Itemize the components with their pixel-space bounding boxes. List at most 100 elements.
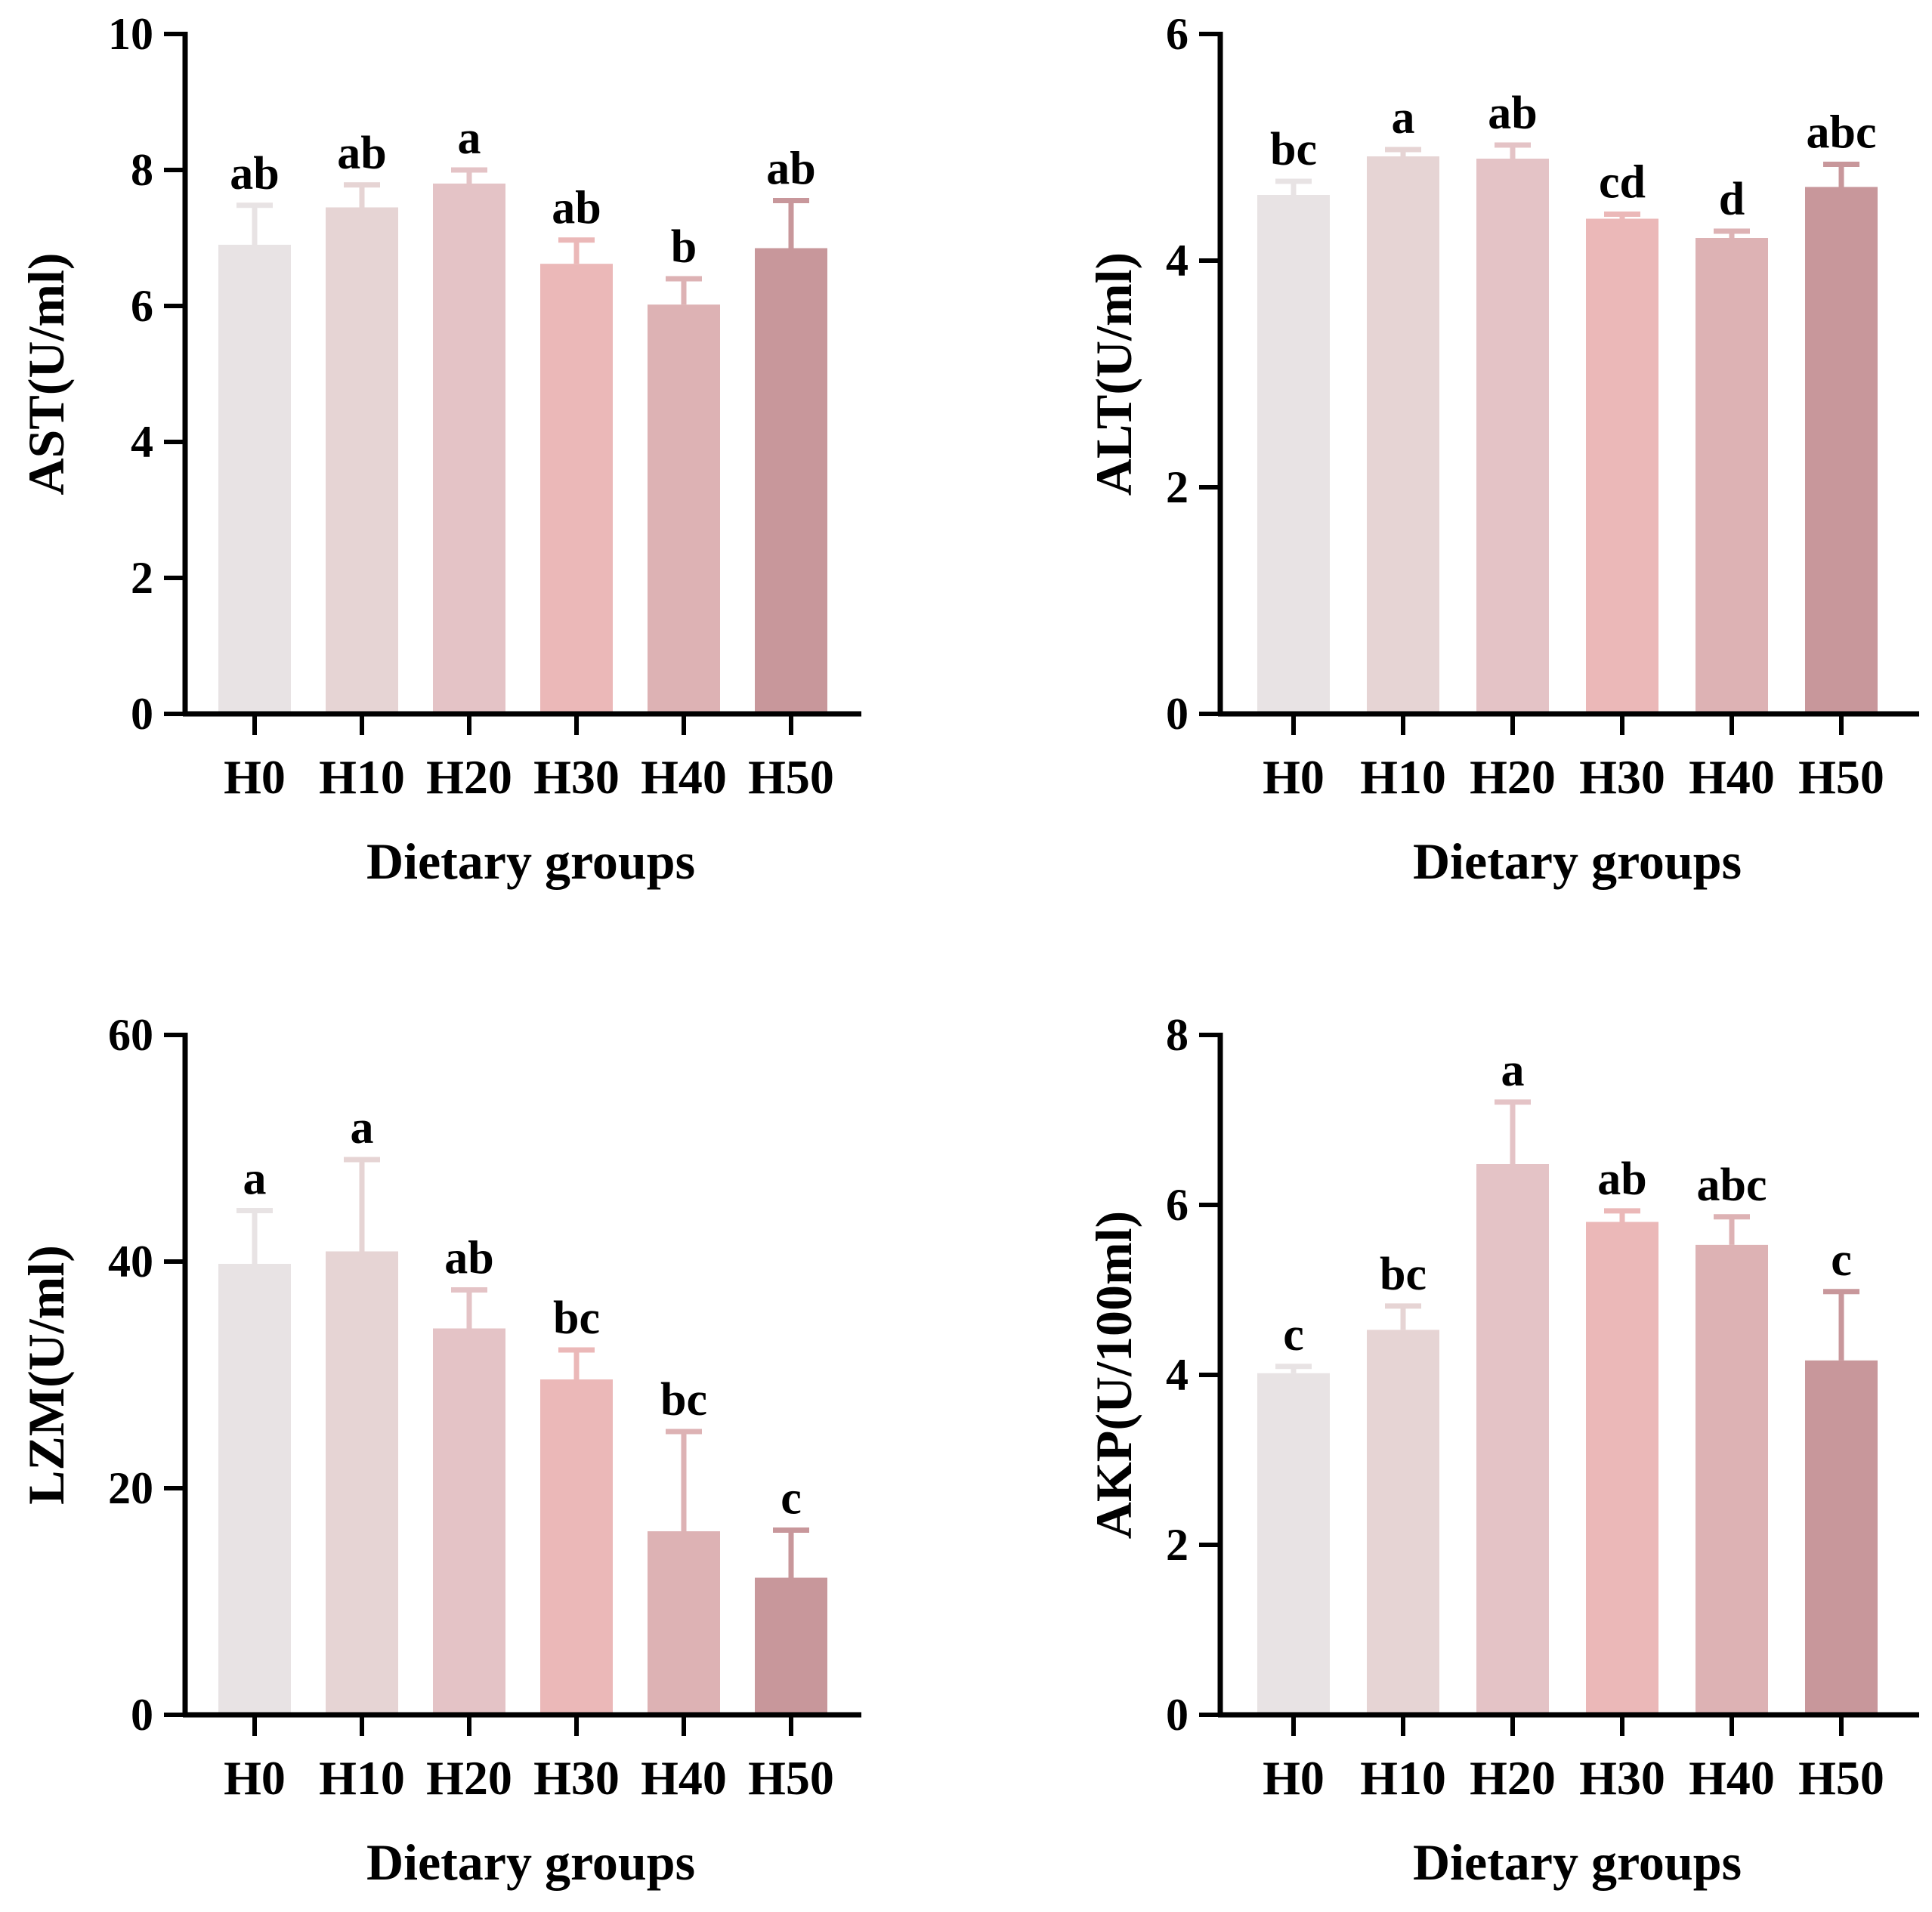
significance-label: c: [1283, 1309, 1304, 1361]
significance-label: c: [781, 1473, 802, 1524]
bar-h0: [218, 1264, 291, 1715]
bar-h10: [326, 207, 398, 714]
significance-label: bc: [660, 1374, 707, 1426]
y-tick-label: 6: [1166, 9, 1189, 59]
chart-panel-lzm: a H0 a H10 ab H20 bc H30 bc H40 c H50 0 20 40 60 Dietary…: [17, 1010, 861, 1891]
y-tick-label: 8: [131, 145, 153, 195]
x-axis-title: Dietary groups: [1413, 832, 1742, 890]
x-tick-label: H40: [641, 1751, 727, 1805]
significance-label: c: [1831, 1234, 1852, 1286]
significance-label: b: [671, 221, 697, 273]
bar-h40: [1696, 1244, 1768, 1715]
y-tick-label: 20: [108, 1463, 153, 1513]
bar-h30: [1586, 1222, 1658, 1715]
significance-label: ab: [552, 183, 601, 234]
x-axis-title: Dietary groups: [366, 832, 695, 890]
bar-h10: [1367, 156, 1439, 714]
bar-h10: [326, 1251, 398, 1715]
x-tick-label: H0: [1263, 1751, 1325, 1805]
bar-h20: [1476, 1164, 1549, 1715]
bar-h40: [648, 1531, 720, 1715]
y-tick-label: 4: [1166, 236, 1189, 286]
y-tick-label: 0: [131, 689, 153, 739]
significance-label: ab: [230, 148, 279, 199]
bar-h20: [433, 184, 505, 714]
x-tick-label: H50: [748, 1751, 834, 1805]
significance-label: a: [458, 113, 481, 164]
bar-h20: [1476, 159, 1549, 714]
chart-panel-akp: c H0 bc H10 a H20 ab H30 abc H40 c H50 0 2 4 6 8 Dietary …: [1085, 1010, 1919, 1891]
x-tick-label: H0: [224, 750, 286, 804]
x-tick-label: H30: [1579, 1751, 1665, 1805]
bar-h50: [1805, 187, 1878, 714]
bar-h30: [540, 264, 613, 714]
y-tick-label: 2: [1166, 1520, 1189, 1570]
significance-label: ab: [337, 128, 386, 179]
significance-label: abc: [1807, 107, 1877, 159]
bar-h50: [1805, 1360, 1878, 1715]
y-axis-title: ALT(U/ml): [1085, 252, 1142, 496]
significance-label: ab: [1488, 88, 1537, 139]
significance-label: a: [351, 1102, 374, 1154]
x-axis-title: Dietary groups: [366, 1833, 695, 1891]
y-tick-label: 60: [108, 1010, 153, 1060]
x-tick-label: H0: [1263, 750, 1325, 804]
x-tick-label: H50: [1798, 750, 1884, 804]
x-tick-label: H10: [1360, 750, 1446, 804]
bar-h30: [1586, 218, 1658, 714]
y-tick-label: 0: [1166, 1690, 1189, 1740]
x-tick-label: H20: [426, 750, 512, 804]
y-axis-title: LZM(U/ml): [17, 1245, 75, 1505]
y-tick-label: 4: [1166, 1350, 1189, 1400]
chart-panel-alt: bc H0 a H10 ab H20 cd H30 d H40 abc H50 0 2 4 6 Dietary …: [1085, 9, 1919, 890]
y-axis-title: AKP(U/100ml): [1085, 1211, 1142, 1539]
bar-h20: [433, 1328, 505, 1715]
significance-label: d: [1719, 174, 1745, 225]
y-tick-label: 2: [131, 553, 153, 603]
bar-h50: [755, 248, 827, 714]
significance-label: bc: [1380, 1249, 1427, 1300]
significance-label: a: [1392, 92, 1415, 144]
y-tick-label: 0: [131, 1690, 153, 1740]
bar-h40: [648, 304, 720, 714]
y-tick-label: 6: [131, 281, 153, 331]
significance-label: bc: [1270, 124, 1317, 175]
x-tick-label: H50: [1798, 1751, 1884, 1805]
x-tick-label: H40: [641, 750, 727, 804]
x-axis-title: Dietary groups: [1413, 1833, 1742, 1891]
x-tick-label: H10: [1360, 1751, 1446, 1805]
x-tick-label: H30: [533, 750, 620, 804]
bar-h0: [1257, 195, 1330, 714]
x-tick-label: H20: [1470, 1751, 1556, 1805]
x-tick-label: H40: [1689, 750, 1775, 804]
x-tick-label: H40: [1689, 1751, 1775, 1805]
significance-label: ab: [1597, 1154, 1646, 1205]
x-tick-label: H10: [319, 1751, 405, 1805]
x-tick-label: H20: [1470, 750, 1556, 804]
significance-label: ab: [766, 144, 815, 195]
significance-label: a: [243, 1154, 267, 1205]
y-tick-label: 6: [1166, 1180, 1189, 1230]
bar-h30: [540, 1379, 613, 1715]
significance-label: a: [1501, 1045, 1525, 1096]
significance-label: bc: [553, 1293, 600, 1344]
significance-label: cd: [1599, 157, 1646, 208]
chart-panel-ast: ab H0 ab H10 a H20 ab H30 b H40 ab H50 0 2 4 6 8 10 Dietar…: [17, 9, 861, 890]
bar-h10: [1367, 1330, 1439, 1715]
x-tick-label: H30: [1579, 750, 1665, 804]
bar-h0: [1257, 1373, 1330, 1715]
x-tick-label: H30: [533, 1751, 620, 1805]
significance-label: ab: [444, 1233, 493, 1284]
bar-h40: [1696, 238, 1768, 714]
x-tick-label: H10: [319, 750, 405, 804]
x-tick-label: H0: [224, 1751, 286, 1805]
y-axis-title: AST(U/ml): [17, 252, 75, 495]
significance-label: abc: [1697, 1160, 1767, 1211]
y-tick-label: 4: [131, 417, 153, 467]
x-tick-label: H50: [748, 750, 834, 804]
x-tick-label: H20: [426, 1751, 512, 1805]
y-tick-label: 8: [1166, 1010, 1189, 1060]
bar-h50: [755, 1577, 827, 1715]
bar-h0: [218, 245, 291, 714]
